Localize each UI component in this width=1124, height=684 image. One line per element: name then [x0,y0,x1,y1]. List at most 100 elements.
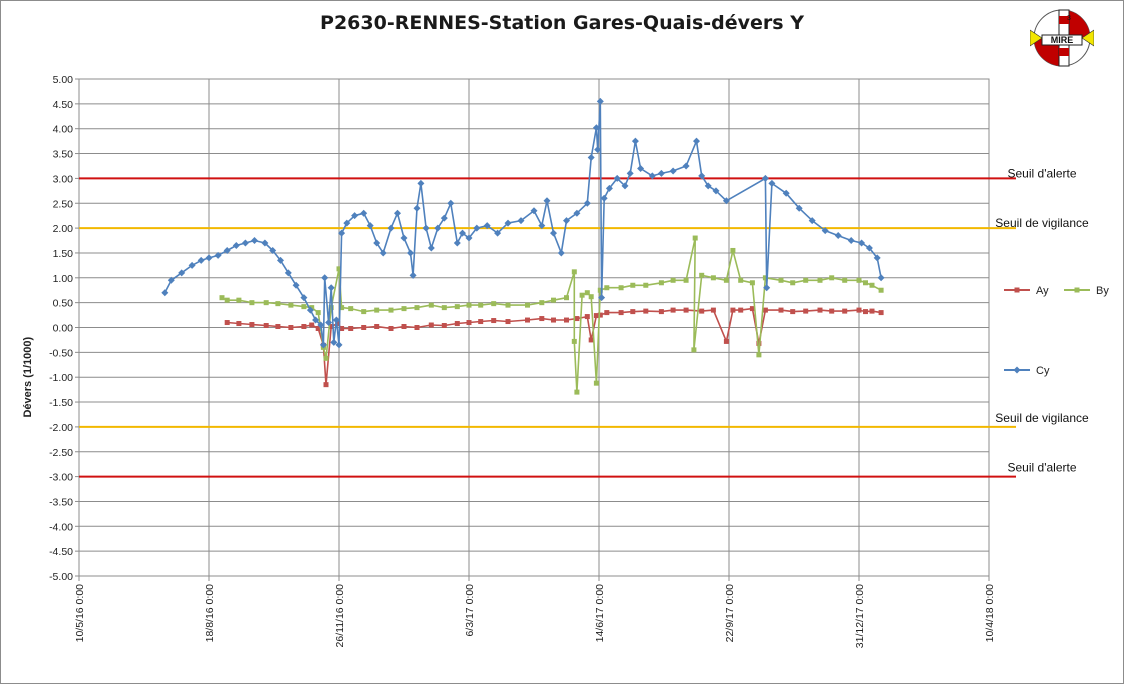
series-ay-point [505,319,511,325]
series-ay-point [328,324,334,330]
series-by-point [878,287,884,293]
series-cy-point [325,319,333,327]
series-cy-point [394,209,401,217]
series-ay-point [454,321,460,327]
series-cy-point [251,237,258,245]
series-cy-point [465,234,473,242]
series-cy-point [417,179,425,187]
series-cy-point [269,246,277,254]
legend-label: By [1096,285,1109,297]
series-cy-point [530,207,538,215]
series-cy-point [205,254,213,262]
series-cy-point [637,164,645,172]
series-by-point [564,295,569,301]
series-ay-point [441,323,447,329]
series-cy-point [704,182,712,190]
series-by-point [224,297,230,303]
series-cy-point [197,256,205,264]
series-cy-point [379,249,387,257]
series-ay-point [817,307,823,313]
y-tick-label: -5.00 [49,571,73,583]
series-cy-point [178,269,186,277]
series-cy-point [600,194,608,202]
series-ay-point [778,307,784,313]
series-ay-point [539,316,545,322]
series-by-point [604,285,610,291]
series-by-point [730,247,736,253]
series-cy-point [312,316,320,324]
mire-logo: MIRE 3 [1030,9,1094,67]
series-ay-point [856,307,862,313]
series-cy-point [621,182,629,190]
series-ay-point [842,308,848,314]
series-ay-point [224,320,230,326]
series-cy-point [557,249,565,257]
series-cy-point [161,289,169,297]
series-cy-point [188,261,196,269]
series-by-point [630,282,636,288]
series-cy-point [858,239,866,247]
series-by-point [454,304,460,310]
series-by-point [691,347,697,353]
series-cy-point [351,212,359,220]
series-by-point [388,307,394,313]
series-by-point [829,275,835,281]
legend-marker [1014,287,1020,293]
series-ay-point [878,310,884,316]
series-cy-point [648,172,656,180]
series-ay-point [478,319,484,325]
series-by-point [803,277,809,283]
series-ay-point [249,322,255,328]
series-cy-point [241,239,249,247]
series-by-point [505,302,511,308]
series-cy-point [795,204,803,212]
series-cy-point [712,187,720,195]
series-by-point [597,287,603,293]
y-tick-label: 1.00 [53,273,74,285]
series-cy-point [583,199,591,207]
series-cy-point [214,251,222,259]
series-cy-point [504,219,512,227]
series-ay-point [551,317,556,323]
series-by-point [328,305,334,311]
series-ay-point [263,323,269,329]
series-cy-point [167,276,175,284]
y-tick-label: -3.50 [49,496,73,508]
series-ay-point [309,322,315,328]
series-cy-point [360,209,368,217]
series-cy-point [782,189,790,197]
series-cy-point [821,227,829,235]
series-cy-point [543,197,551,205]
series-ay-point [275,324,281,330]
series-cy-point [563,217,570,225]
series-by-point [738,277,744,283]
series-ay-point [749,306,755,312]
series-cy-point [335,341,343,349]
y-tick-label: 3.50 [53,149,74,161]
series-by-point [692,235,698,241]
series-by-point [658,280,664,286]
series-cy-point [343,219,351,227]
series-ay-point [643,308,649,314]
series-cy-point [592,124,600,132]
series-ay-point [335,321,341,327]
y-tick-label: -3.00 [49,472,73,484]
y-tick-label: 3.00 [53,173,74,185]
series-cy-point [594,146,602,154]
series-cy-point [300,294,308,302]
series-cy-point [847,237,855,245]
series-ay-point [428,322,434,328]
series-ay-point [756,340,762,346]
series-cy-point [722,197,730,205]
legend-label: Cy [1036,365,1050,377]
y-tick-label: -0.50 [49,347,73,359]
series-ay-point [574,316,580,322]
series-by-point [249,300,255,306]
series-cy-point [232,241,240,249]
legend-marker [1074,287,1080,293]
series-cy-point [284,269,292,277]
series-cy-point [808,217,816,225]
series-ay-point [323,382,329,388]
series-cy-point [400,234,408,242]
series-ay-point [588,337,594,343]
